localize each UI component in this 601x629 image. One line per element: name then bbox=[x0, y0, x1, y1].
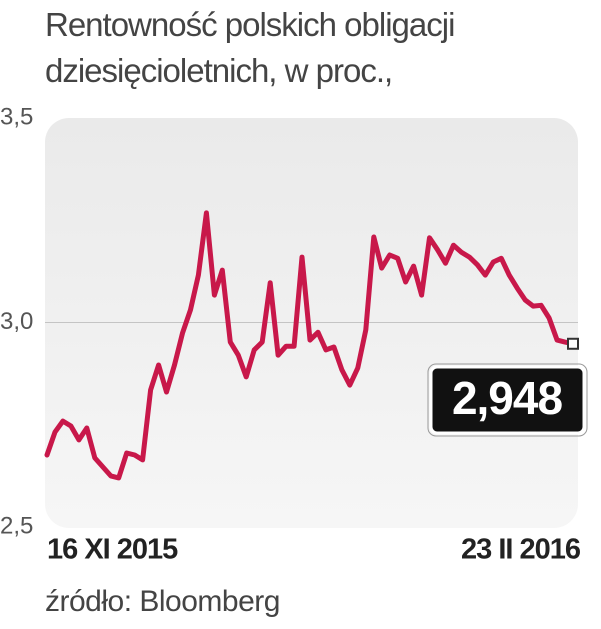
y-tick-label: 3,5 bbox=[0, 103, 33, 130]
value-label-outline bbox=[427, 363, 588, 437]
chart-title: Rentowność polskich obligacji dziesięcio… bbox=[45, 6, 455, 89]
data-line bbox=[44, 210, 576, 481]
value-label-text: 2,948 bbox=[452, 372, 563, 424]
x-tick-label: 16 XI 2015 bbox=[47, 534, 178, 566]
value-label-box bbox=[429, 365, 586, 435]
value-label: 2,948 bbox=[427, 363, 588, 437]
source: źródło: Bloomberg bbox=[45, 585, 280, 618]
x-tick-label: 23 II 2016 bbox=[461, 534, 581, 566]
y-tick-label: 2,5 bbox=[0, 512, 33, 539]
end-marker bbox=[567, 337, 579, 350]
y-tick-label: 3,0 bbox=[0, 308, 33, 335]
